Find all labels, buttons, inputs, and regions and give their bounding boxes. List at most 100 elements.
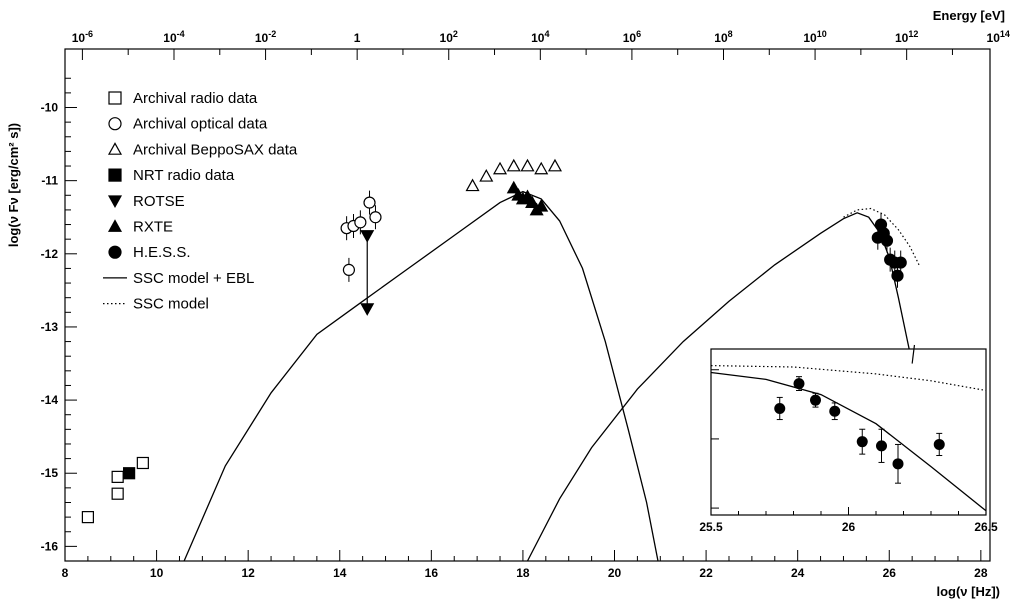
inset-hess-point	[793, 378, 805, 390]
inset-frame	[710, 348, 987, 516]
legend-label-archival-optical-data: Archival optical data	[133, 116, 268, 133]
legend-label-h-e-s-s: H.E.S.S.	[133, 244, 191, 261]
tick-exponent: -2	[268, 29, 276, 39]
inset-hess-point	[892, 458, 904, 470]
top-tick-label: 106	[623, 29, 641, 45]
top-tick-label: 1014	[987, 29, 1010, 45]
tick-exponent: 12	[908, 29, 918, 39]
archival-bepposax-data-point	[465, 178, 480, 192]
inset-ssc-curve	[710, 365, 987, 392]
rotse-point	[360, 230, 375, 243]
legend-marker-archival-radio-data	[108, 91, 122, 105]
legend-marker-archival-bepposax-data	[107, 142, 123, 155]
legend-marker-nrt-radio-data	[108, 168, 122, 182]
archival-bepposax-data-point	[534, 161, 549, 175]
top-tick-label: 1012	[895, 29, 918, 45]
inset-x-tick-label: 25.5	[699, 520, 723, 534]
x-tick-label: 8	[62, 566, 69, 580]
archival-radio-data-point	[111, 470, 124, 483]
archival-bepposax-data-point	[520, 158, 535, 172]
legend-label-nrt-radio-data: NRT radio data	[133, 167, 235, 184]
legend-marker-rotse	[107, 195, 123, 209]
x-tick-label: 22	[699, 566, 713, 580]
top-tick-label: 10-2	[255, 29, 276, 45]
archival-optical-data-point	[363, 196, 376, 209]
inset-chart: 25.5 26 26.5	[699, 344, 998, 534]
legend: Archival radio data Archival optical data…	[103, 90, 298, 313]
legend-label-archival-bepposax-data: Archival BeppoSAX data	[133, 141, 298, 158]
tick-exponent: -4	[177, 29, 185, 39]
legend-marker-archival-optical-data	[108, 117, 122, 131]
archival-optical-data-point	[342, 263, 356, 276]
inset-hess-point	[810, 394, 821, 406]
x-tick-label: 12	[241, 566, 255, 580]
archival-bepposax-data-point	[493, 161, 508, 175]
y-tick-label: -12	[41, 247, 59, 261]
x-tick-label: 16	[425, 566, 439, 580]
legend-label-ssc-model-ebl: SSC model + EBL	[133, 270, 254, 287]
x-tick-label: 24	[791, 566, 805, 580]
x-tick-label: 18	[516, 566, 530, 580]
legend-label-ssc-model: SSC model	[133, 296, 209, 313]
rxte-point	[534, 199, 549, 212]
top-axis-title: Energy [eV]	[933, 8, 1005, 23]
inset-hess-point	[876, 440, 887, 452]
top-tick-label: 10-4	[163, 29, 184, 45]
y-tick-label: -10	[41, 101, 59, 115]
archival-bepposax-data-point	[547, 158, 562, 172]
x-tick-label: 28	[974, 566, 988, 580]
y-tick-label: -16	[41, 539, 59, 553]
inset-hess-point	[856, 436, 868, 448]
data-points	[81, 158, 907, 524]
inset-connector	[911, 344, 916, 364]
h-e-s-s-point	[894, 256, 907, 269]
y-tick-label: -14	[41, 393, 59, 407]
tick-exponent: 14	[1000, 29, 1010, 39]
inset-hess-point	[774, 402, 786, 414]
inset-hess-point	[829, 405, 841, 417]
top-tick-label: 104	[531, 29, 549, 45]
archival-optical-data-point	[369, 211, 382, 224]
legend-marker-rxte	[107, 219, 123, 232]
top-tick-label: 1	[354, 31, 361, 45]
h-e-s-s-point	[891, 269, 904, 282]
top-tick-label: 1010	[803, 29, 826, 45]
top-tick-label: 10-6	[72, 29, 93, 45]
rotse-arrowhead	[360, 303, 375, 316]
inset-x-tick-label: 26.5	[974, 520, 998, 534]
y-axis-title: log(ν Fν [erg/cm² s])	[6, 123, 21, 247]
x-tick-label: 26	[883, 566, 897, 580]
top-tick-label: 102	[440, 29, 458, 45]
tick-exponent: -6	[85, 29, 93, 39]
rxte-point	[506, 180, 521, 194]
tick-exponent: 6	[636, 29, 641, 39]
x-axis-title: log(ν [Hz])	[936, 584, 1000, 599]
archival-radio-data-point	[111, 487, 124, 500]
archival-bepposax-data-point	[506, 158, 521, 172]
inset-ssc-ebl-curve	[710, 371, 987, 512]
tick-exponent: 4	[544, 29, 549, 39]
legend-label-rotse: ROTSE	[133, 193, 185, 210]
archival-optical-data-point	[354, 216, 367, 229]
ssc-curve	[843, 207, 920, 266]
inset-x-tick-label: 26	[842, 520, 856, 534]
tick-exponent: 2	[453, 29, 458, 39]
tick-exponent: 10	[817, 29, 827, 39]
tick-exponent: 8	[728, 29, 733, 39]
legend-label-archival-radio-data: Archival radio data	[133, 90, 258, 107]
archival-bepposax-data-point	[479, 169, 494, 182]
y-tick-label: -11	[41, 174, 58, 188]
ssc-ebl-curve-synchrotron	[183, 190, 659, 562]
legend-marker-h-e-s-s	[108, 245, 122, 259]
h-e-s-s-point	[880, 234, 894, 247]
archival-radio-data-point	[81, 511, 94, 524]
y-tick-label: -15	[41, 466, 59, 480]
x-tick-label: 14	[333, 566, 347, 580]
nrt-radio-data-point	[123, 467, 136, 480]
x-tick-label: 10	[150, 566, 164, 580]
rxte-point	[525, 195, 540, 208]
inset-hess-point	[933, 438, 945, 450]
legend-label-rxte: RXTE	[133, 219, 173, 236]
top-tick-label: 108	[714, 29, 732, 45]
